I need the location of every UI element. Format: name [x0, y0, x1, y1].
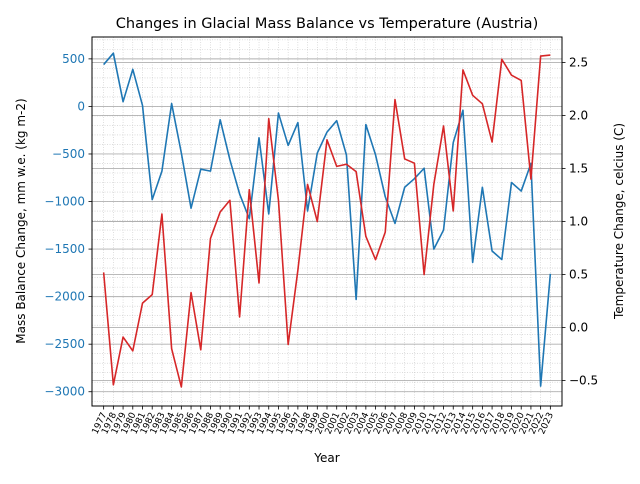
- mass-balance-series-line: [103, 52, 552, 387]
- grid-layer: [92, 37, 562, 406]
- y-tick-label-left: −2000: [44, 290, 85, 304]
- y-tick-label-left: −2500: [44, 337, 85, 351]
- y-tick-label-left: −1500: [44, 242, 85, 256]
- x-axis: 1977197819791980198119821983198419851986…: [91, 406, 556, 436]
- y-tick-label-right: 1.0: [569, 215, 588, 229]
- y-tick-label-left: −500: [52, 147, 85, 161]
- y-tick-label-left: −3000: [44, 385, 85, 399]
- y-tick-label-right: 2.5: [569, 55, 588, 69]
- y-axis-label-left: Mass Balance Change, mm w.e. (kg m-2): [14, 98, 28, 343]
- y-axis-right: 2.5 2.0 1.5 1.0 0.5 0.0 −0.5: [562, 55, 598, 388]
- x-axis-label: Year: [313, 451, 339, 465]
- y-tick-label-right: 1.5: [569, 161, 588, 175]
- y-axis-left: 500 0 −500 −1000 −1500 −2000 −2500 −3000: [44, 52, 92, 399]
- chart-title: Changes in Glacial Mass Balance vs Tempe…: [116, 16, 538, 32]
- temperature-series-line: [102, 54, 551, 388]
- y-tick-label-left: 0: [77, 99, 85, 113]
- series-layer: [102, 52, 552, 388]
- y-tick-label-right: −0.5: [569, 374, 598, 388]
- y-tick-label-left: 500: [62, 52, 85, 66]
- y-tick-label-left: −1000: [44, 195, 85, 209]
- y-tick-label-right: 0.5: [569, 268, 588, 282]
- y-tick-label-right: 0.0: [569, 321, 588, 335]
- y-axis-label-right: Temperature Change, celcius (C): [612, 123, 626, 320]
- y-tick-label-right: 2.0: [569, 108, 588, 122]
